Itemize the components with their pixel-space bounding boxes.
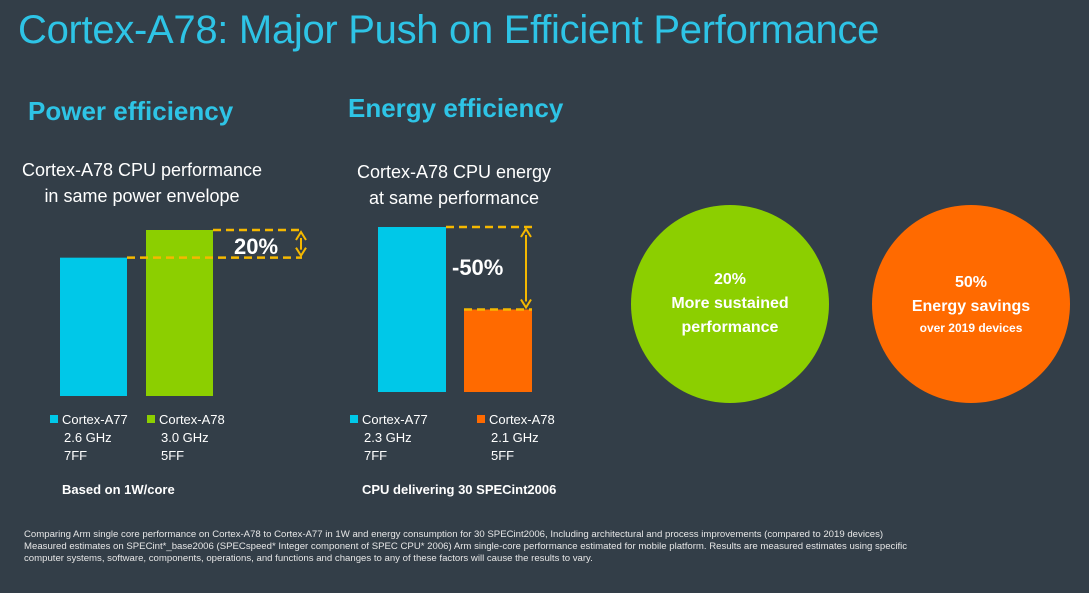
legend-a77-freq: 2.3 GHz	[364, 430, 412, 445]
footnote-line1: Comparing Arm single core performance on…	[24, 529, 884, 540]
legend-a78-name: Cortex-A78	[489, 412, 555, 427]
circle-percent: 50%	[954, 274, 988, 291]
circle-label: More sustained	[671, 295, 789, 312]
legend-a78-name: Cortex-A78	[159, 412, 225, 427]
energy-savings-circle: 50% Energy savings over 2019 devices	[872, 205, 1070, 403]
legend-a77-node: 7FF	[64, 448, 88, 463]
legend-a77-name: Cortex-A77	[62, 412, 128, 427]
power-subtitle-line2: in same power envelope	[44, 186, 240, 206]
power-efficiency-subtitle: Cortex-A78 CPU performance in same power…	[16, 157, 268, 209]
legend-a78-node: 5FF	[491, 448, 515, 463]
circle-sublabel: over 2019 devices	[919, 321, 1023, 335]
difference-callout: 20%	[234, 234, 278, 259]
bar-cortex-a78	[464, 309, 532, 392]
circle-label-2: performance	[681, 319, 779, 336]
power-legend-a77: Cortex-A77 2.6 GHz 7FF	[50, 411, 128, 465]
legend-a77-node: 7FF	[364, 448, 388, 463]
energy-efficiency-heading: Energy efficiency	[348, 93, 564, 123]
bar-cortex-a78	[146, 230, 213, 396]
difference-arrow-head-down	[520, 298, 532, 310]
footnote: Comparing Arm single core performance on…	[24, 529, 1064, 565]
power-subtitle-line1: Cortex-A78 CPU performance	[21, 160, 263, 180]
footnote-line3: computer systems, software, components, …	[24, 553, 593, 564]
power-legend-a78: Cortex-A78 3.0 GHz 5FF	[147, 411, 225, 465]
bar-cortex-a77	[60, 257, 127, 396]
sustained-performance-circle: 20% More sustained performance	[631, 205, 829, 403]
legend-swatch-a78	[147, 415, 155, 423]
legend-a78-freq: 3.0 GHz	[161, 430, 209, 445]
energy-legend-a78: Cortex-A78 2.1 GHz 5FF	[477, 411, 555, 465]
energy-legend-a77: Cortex-A77 2.3 GHz 7FF	[350, 411, 428, 465]
legend-swatch-a77	[50, 415, 58, 423]
legend-swatch-a78	[477, 415, 485, 423]
legend-a78-node: 5FF	[161, 448, 185, 463]
energy-subtitle-line2: at same performance	[368, 188, 540, 208]
circle-label: Energy savings	[911, 298, 1031, 315]
legend-a77-name: Cortex-A77	[362, 412, 428, 427]
legend-a77-freq: 2.6 GHz	[64, 430, 112, 445]
energy-efficiency-subtitle: Cortex-A78 CPU energy at same performanc…	[340, 159, 568, 211]
energy-note: CPU delivering 30 SPECint2006	[362, 482, 557, 497]
power-efficiency-heading: Power efficiency	[28, 96, 234, 126]
power-note: Based on 1W/core	[62, 482, 175, 497]
energy-subtitle-line1: Cortex-A78 CPU energy	[356, 162, 552, 182]
legend-a78-freq: 2.1 GHz	[491, 430, 539, 445]
energy-efficiency-chart: -50%	[378, 225, 532, 392]
slide-title: Cortex-A78: Major Push on Efficient Perf…	[18, 8, 880, 52]
difference-arrow-head-down	[295, 247, 307, 258]
circle-percent: 20%	[713, 271, 747, 288]
bar-cortex-a77	[378, 227, 446, 392]
footnote-line2: Measured estimates on SPECint*_base2006 …	[24, 541, 908, 552]
difference-arrow-head-up	[520, 227, 532, 238]
difference-callout: -50%	[452, 255, 503, 280]
difference-arrow-head-up	[295, 230, 307, 241]
legend-swatch-a77	[350, 415, 358, 423]
power-efficiency-chart: 20%	[60, 228, 307, 396]
